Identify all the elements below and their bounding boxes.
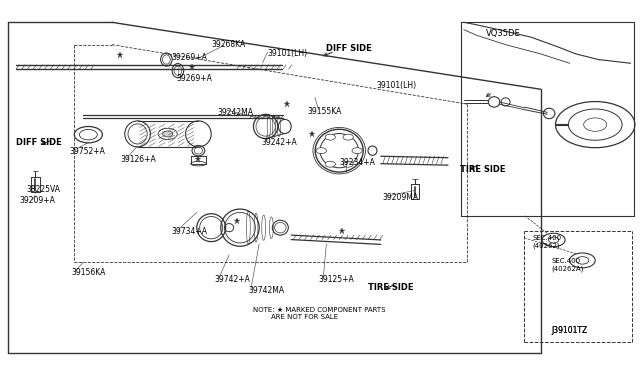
- Text: DIFF SIDE: DIFF SIDE: [326, 44, 372, 53]
- Circle shape: [325, 161, 335, 167]
- Text: SEC.400: SEC.400: [532, 235, 562, 241]
- Text: 39101(LH): 39101(LH): [376, 81, 417, 90]
- Text: J39101TZ: J39101TZ: [552, 326, 588, 335]
- Text: DIFF SIDE: DIFF SIDE: [16, 138, 61, 147]
- Text: 39269+A: 39269+A: [176, 74, 212, 83]
- Circle shape: [343, 134, 353, 140]
- Text: 39269+A: 39269+A: [172, 53, 207, 62]
- Text: 39268KA: 39268KA: [211, 40, 246, 49]
- Text: 39742MA: 39742MA: [248, 286, 284, 295]
- Circle shape: [316, 148, 326, 154]
- Text: J39101TZ: J39101TZ: [552, 326, 588, 335]
- Text: NOTE: ★ MARKED COMPONENT PARTS
        ARE NOT FOR SALE: NOTE: ★ MARKED COMPONENT PARTS ARE NOT F…: [253, 307, 385, 320]
- Circle shape: [352, 148, 362, 154]
- Text: VQ35DE: VQ35DE: [486, 29, 521, 38]
- Text: 39742+A: 39742+A: [214, 275, 250, 284]
- Text: 39209+A: 39209+A: [19, 196, 55, 205]
- Circle shape: [343, 161, 353, 167]
- Text: 39752+A: 39752+A: [69, 147, 105, 156]
- Text: 39156KA: 39156KA: [72, 268, 106, 277]
- Circle shape: [163, 131, 173, 137]
- Text: TIRE SIDE: TIRE SIDE: [460, 165, 505, 174]
- Text: 39242+A: 39242+A: [261, 138, 297, 147]
- Text: 39125+A: 39125+A: [319, 275, 355, 284]
- Circle shape: [584, 118, 607, 131]
- Text: (40262): (40262): [532, 242, 560, 249]
- Text: TIRE SIDE: TIRE SIDE: [368, 283, 413, 292]
- Text: 39155KA: 39155KA: [307, 107, 342, 116]
- Text: 39209MA: 39209MA: [383, 193, 419, 202]
- Text: 39101(LH): 39101(LH): [268, 49, 308, 58]
- Text: (40262A): (40262A): [552, 265, 584, 272]
- Circle shape: [325, 134, 335, 140]
- Text: 39126+A: 39126+A: [120, 155, 156, 164]
- Text: 38225VA: 38225VA: [27, 185, 61, 194]
- Text: 39234+A: 39234+A: [339, 158, 375, 167]
- Text: SEC.400: SEC.400: [552, 258, 581, 264]
- Text: 39242MA: 39242MA: [218, 108, 253, 117]
- Text: 39734+A: 39734+A: [172, 227, 207, 236]
